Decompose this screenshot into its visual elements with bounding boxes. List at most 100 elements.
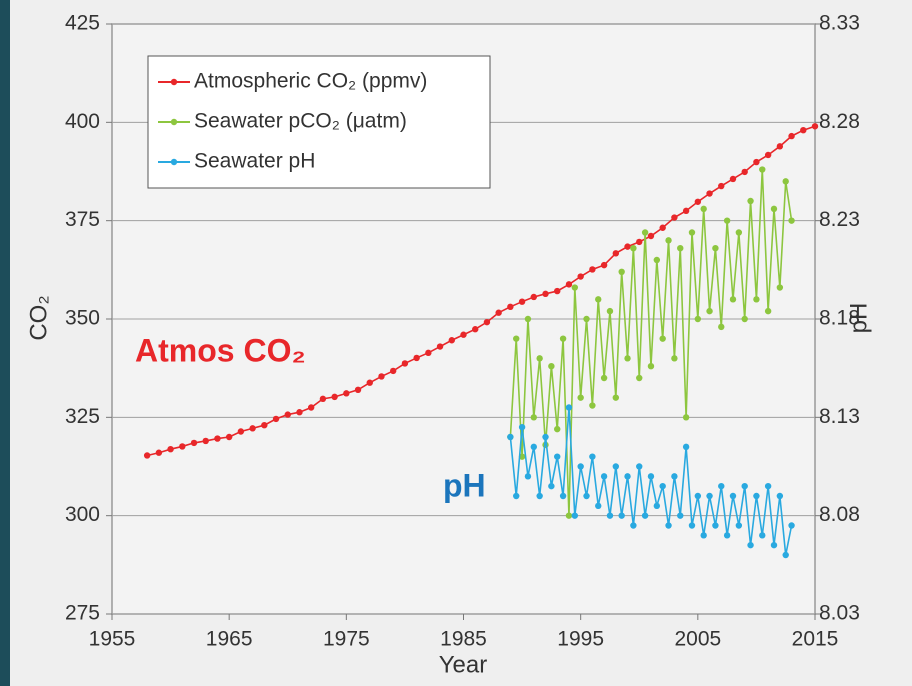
data-point	[513, 335, 519, 341]
x-tick-label: 1965	[206, 628, 253, 651]
legend-label: Seawater pCO₂ (μatm)	[194, 110, 407, 133]
data-point	[788, 217, 794, 223]
data-point	[536, 355, 542, 361]
data-point	[630, 245, 636, 251]
data-point	[613, 394, 619, 400]
y2-tick-label: 8.08	[819, 503, 860, 526]
data-point	[700, 206, 706, 212]
data-point	[659, 225, 665, 231]
data-point	[320, 396, 326, 402]
data-point	[677, 245, 683, 251]
data-point	[367, 380, 373, 386]
data-point	[765, 308, 771, 314]
data-point	[777, 493, 783, 499]
data-point	[613, 463, 619, 469]
y2-tick-label: 8.13	[819, 405, 860, 428]
data-point	[495, 310, 501, 316]
data-point	[759, 166, 765, 172]
data-point	[519, 424, 525, 430]
data-point	[226, 434, 232, 440]
data-point	[724, 217, 730, 223]
data-point	[437, 343, 443, 349]
data-point	[689, 522, 695, 528]
data-point	[507, 434, 513, 440]
data-point	[525, 473, 531, 479]
x-tick-label: 1995	[557, 628, 604, 651]
data-point	[736, 522, 742, 528]
data-point	[378, 373, 384, 379]
data-point	[531, 444, 537, 450]
data-point	[472, 326, 478, 332]
data-point	[179, 443, 185, 449]
data-point	[519, 298, 525, 304]
data-point	[618, 512, 624, 518]
data-point	[759, 532, 765, 538]
data-point	[730, 296, 736, 302]
data-point	[531, 414, 537, 420]
data-point	[671, 355, 677, 361]
data-point	[706, 308, 712, 314]
data-point	[449, 337, 455, 343]
data-point	[777, 284, 783, 290]
x-axis-label: Year	[439, 651, 488, 678]
data-point	[747, 198, 753, 204]
data-point	[238, 428, 244, 434]
data-point	[577, 463, 583, 469]
data-point	[642, 229, 648, 235]
data-point	[788, 133, 794, 139]
data-point	[425, 350, 431, 356]
data-point	[665, 522, 671, 528]
legend-label: Seawater pH	[194, 150, 315, 173]
data-point	[636, 463, 642, 469]
data-point	[665, 237, 671, 243]
data-point	[742, 483, 748, 489]
data-point	[548, 483, 554, 489]
data-point	[484, 319, 490, 325]
data-point	[566, 281, 572, 287]
data-point	[712, 245, 718, 251]
x-tick-label: 2005	[674, 628, 721, 651]
y2-tick-label: 8.03	[819, 602, 860, 625]
data-point	[589, 402, 595, 408]
data-point	[554, 288, 560, 294]
y-axis-label: CO₂	[25, 295, 52, 340]
data-point	[601, 262, 607, 268]
y-tick-label: 400	[65, 110, 100, 133]
data-point	[566, 512, 572, 518]
y-tick-label: 425	[65, 12, 100, 35]
legend-label: Atmospheric CO₂ (ppmv)	[194, 70, 427, 93]
data-point	[671, 473, 677, 479]
data-point	[747, 542, 753, 548]
y-tick-label: 325	[65, 405, 100, 428]
data-point	[659, 483, 665, 489]
data-point	[618, 269, 624, 275]
data-point	[525, 316, 531, 322]
data-point	[402, 360, 408, 366]
data-point	[413, 355, 419, 361]
y-tick-label: 375	[65, 208, 100, 231]
legend-marker	[171, 119, 177, 125]
data-point	[624, 473, 630, 479]
data-point	[683, 208, 689, 214]
data-point	[724, 532, 730, 538]
data-point	[607, 512, 613, 518]
data-point	[577, 273, 583, 279]
data-point	[460, 332, 466, 338]
data-point	[144, 452, 150, 458]
data-point	[753, 493, 759, 499]
annotation: Atmos CO₂	[135, 332, 306, 368]
data-point	[624, 243, 630, 249]
data-point	[273, 416, 279, 422]
data-point	[648, 473, 654, 479]
data-point	[355, 387, 361, 393]
data-point	[671, 214, 677, 220]
legend-marker	[171, 159, 177, 165]
data-point	[542, 291, 548, 297]
data-point	[771, 206, 777, 212]
data-point	[595, 503, 601, 509]
data-point	[513, 493, 519, 499]
data-point	[706, 493, 712, 499]
data-point	[753, 159, 759, 165]
data-point	[659, 335, 665, 341]
data-point	[566, 404, 572, 410]
